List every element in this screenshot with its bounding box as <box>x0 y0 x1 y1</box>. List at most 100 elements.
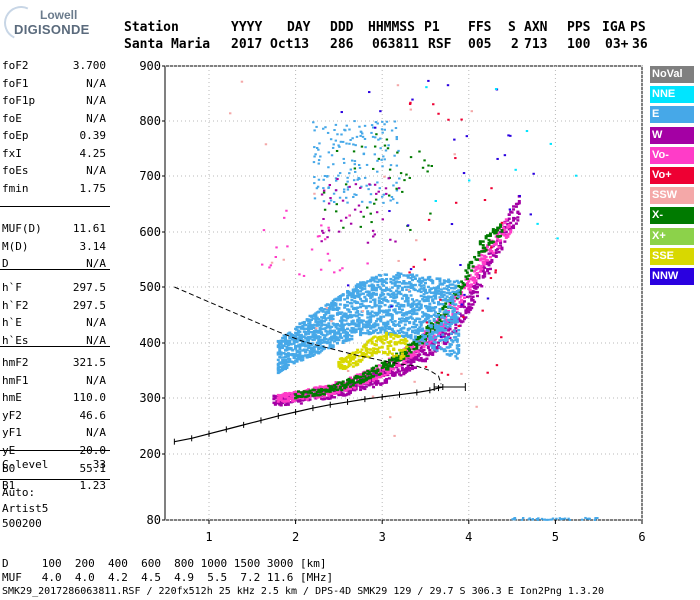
scatter-point <box>446 84 450 87</box>
y-tick-label: 800 <box>139 114 161 128</box>
echo-point <box>372 375 376 378</box>
echo-point <box>399 341 403 345</box>
echo-point <box>380 326 384 329</box>
echo-point <box>309 327 313 330</box>
scatter-point <box>363 176 367 179</box>
param-value: 297.5 <box>72 281 106 294</box>
echo-point <box>367 370 371 374</box>
param-fof1p: foF1p N/A <box>2 92 106 110</box>
scatter-point <box>532 172 535 175</box>
echo-point <box>398 331 402 335</box>
echo-point <box>292 340 296 343</box>
echo-point <box>392 294 396 297</box>
echo-point <box>331 337 335 340</box>
scatter-point <box>342 190 346 193</box>
echo-point <box>461 314 465 317</box>
scatter-point <box>332 143 335 146</box>
echo-point <box>516 219 520 222</box>
echo-point <box>413 319 417 322</box>
echo-point <box>442 317 446 320</box>
echo-point <box>412 351 416 354</box>
scatter-point <box>363 124 367 127</box>
echo-point <box>340 323 344 326</box>
panel-separator <box>0 479 110 480</box>
scatter-point <box>358 125 361 128</box>
echo-point <box>416 332 420 335</box>
echo-point <box>389 295 393 298</box>
echo-point <box>304 332 308 336</box>
echo-point <box>338 297 342 300</box>
scatter-point <box>356 178 359 181</box>
scatter-point <box>427 79 430 82</box>
echo-point <box>491 228 495 231</box>
echo-point <box>295 396 299 399</box>
echo-point <box>393 357 397 361</box>
echo-point <box>295 340 299 344</box>
echo-point <box>421 329 425 332</box>
echo-point <box>344 339 348 343</box>
scatter-point <box>375 192 378 195</box>
echo-point <box>413 335 417 338</box>
scatter-point <box>366 241 370 244</box>
echo-point <box>308 346 312 349</box>
scatter-point <box>340 111 343 114</box>
scatter-point <box>335 149 339 152</box>
echo-point <box>315 345 319 348</box>
echo-point <box>439 347 443 351</box>
echo-point <box>351 329 355 332</box>
echo-point <box>364 299 368 303</box>
echo-point <box>434 306 438 309</box>
scatter-point <box>332 192 336 195</box>
echo-point <box>435 330 439 333</box>
echo-point <box>320 322 324 325</box>
echo-point <box>452 307 456 311</box>
echo-point <box>390 315 394 318</box>
scatter-point <box>460 118 463 121</box>
echo-point <box>364 385 368 388</box>
echo-point <box>376 379 380 383</box>
echo-point <box>372 293 376 296</box>
scatter-point <box>454 157 457 160</box>
echo-point <box>312 323 316 327</box>
echo-point <box>309 391 313 394</box>
echo-point <box>360 383 364 386</box>
header-value: 286 <box>330 37 354 52</box>
echo-point <box>403 282 407 285</box>
echo-point <box>496 229 500 232</box>
echo-point <box>360 358 364 362</box>
echo-point <box>386 347 390 350</box>
echo-point <box>307 338 311 342</box>
scatter-point <box>371 126 375 129</box>
scatter-point <box>371 135 375 138</box>
scatter-point <box>333 200 336 203</box>
echo-point <box>295 325 299 329</box>
echo-point <box>361 319 365 322</box>
echo-point <box>351 358 355 361</box>
param-yf2: yF2 46.6 <box>2 407 106 425</box>
echo-point <box>351 365 355 368</box>
echo-point <box>307 324 311 328</box>
echo-point <box>318 343 322 346</box>
echo-point <box>346 300 350 304</box>
echo-point <box>350 298 354 302</box>
echo-point <box>374 328 378 332</box>
echo-point <box>351 385 355 389</box>
echo-point <box>464 269 468 272</box>
echo-point <box>294 354 298 358</box>
scatter-point <box>390 195 394 198</box>
echo-point <box>315 329 319 333</box>
scatter-point <box>286 245 289 248</box>
echo-point <box>422 293 426 296</box>
echo-point <box>299 391 303 394</box>
scatter-point <box>228 112 232 115</box>
scatter-point <box>320 240 323 243</box>
echo-point <box>273 403 277 406</box>
echo-point <box>434 341 438 344</box>
echo-point <box>286 398 290 402</box>
echo-point <box>328 343 332 347</box>
echo-point <box>370 340 374 343</box>
echo-point <box>364 332 368 335</box>
echo-point <box>386 300 390 303</box>
echo-point <box>457 334 461 337</box>
echo-point <box>421 350 425 353</box>
